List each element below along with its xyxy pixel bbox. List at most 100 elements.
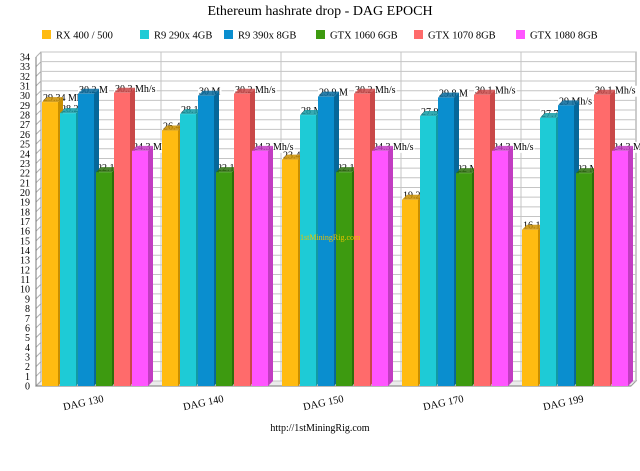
- data-label: 24.3 Mh/s: [133, 142, 174, 153]
- data-label: 24.3 Mh/s: [493, 142, 534, 153]
- bar-top: [282, 154, 303, 160]
- data-label-bg: [474, 85, 517, 97]
- gridline-depth: [35, 322, 42, 329]
- y-tick-label: 2: [25, 362, 30, 373]
- y-tick-label: 28: [20, 111, 30, 122]
- gridline-depth: [35, 283, 42, 290]
- y-tick-label: 26: [20, 130, 30, 141]
- y-tick-label: 13: [20, 256, 30, 267]
- y-tick-label: 21: [20, 178, 30, 189]
- bar-top: [162, 125, 183, 131]
- gridline-depth: [35, 90, 42, 97]
- legend-swatch: [516, 30, 525, 39]
- gridline-depth: [35, 351, 42, 358]
- chart-title: Ethereum hashrate drop - DAG EPOCH: [207, 4, 432, 19]
- legend-label: GTX 1060 6GB: [330, 31, 398, 42]
- bar: [114, 92, 130, 386]
- data-label-bg: [594, 85, 637, 97]
- gridline-depth: [35, 370, 42, 377]
- x-tick-label: DAG 199: [542, 394, 585, 413]
- bar-top: [132, 145, 153, 151]
- bar-top: [216, 167, 237, 173]
- bar: [576, 173, 592, 386]
- gridline-depth: [35, 177, 42, 184]
- bar-top: [594, 89, 615, 95]
- bar: [234, 93, 250, 386]
- bar-top: [234, 88, 255, 94]
- data-label: 30.1 Mh/s: [475, 86, 516, 97]
- y-tick-label: 22: [20, 169, 30, 180]
- y-tick-label: 0: [25, 382, 30, 393]
- y-tick-label: 19: [20, 198, 30, 209]
- x-tick-label: DAG 150: [302, 394, 345, 413]
- y-tick-label: 27: [20, 120, 30, 131]
- data-label-bg: [372, 141, 415, 153]
- gridline-depth: [35, 158, 42, 164]
- gridline-depth: [35, 138, 42, 145]
- bar: [198, 95, 214, 387]
- data-label: 24.3 Mh/s: [253, 142, 294, 153]
- legend-swatch: [414, 30, 423, 39]
- bar-side: [148, 145, 153, 386]
- bar-top: [372, 145, 393, 151]
- x-tick-label: DAG 140: [182, 394, 225, 413]
- bar-top: [540, 112, 561, 118]
- bar: [372, 150, 388, 386]
- bar: [300, 115, 316, 386]
- data-label: 30.2 Mh/s: [355, 85, 396, 96]
- y-tick-label: 5: [25, 333, 30, 344]
- gridline-depth: [35, 206, 42, 213]
- gridline-depth: [35, 216, 42, 222]
- legend-swatch: [224, 30, 233, 39]
- gridline-depth: [35, 196, 42, 203]
- bar-top: [438, 92, 459, 98]
- bar-side: [628, 145, 633, 386]
- gridline-depth: [35, 109, 42, 116]
- bar-top: [300, 110, 321, 116]
- bar: [402, 199, 418, 386]
- legend-swatch: [42, 30, 51, 39]
- y-tick-label: 34: [20, 53, 30, 64]
- bar: [558, 105, 574, 386]
- bar-top: [558, 100, 579, 106]
- legend-item: GTX 1060 6GB: [316, 30, 398, 42]
- gridline-depth: [35, 70, 42, 77]
- y-tick-label: 31: [20, 82, 30, 93]
- legend-label: R9 290x 4GB: [154, 31, 212, 42]
- y-tick-label: 25: [20, 140, 30, 151]
- bar-side: [388, 145, 393, 386]
- y-tick-label: 14: [20, 246, 30, 257]
- data-label-bg: [492, 141, 535, 153]
- footer-url: http://1stMiningRig.com: [270, 423, 369, 434]
- legend-label: GTX 1080 8GB: [530, 31, 598, 42]
- y-tick-label: 33: [20, 62, 30, 73]
- gridline-depth: [35, 80, 42, 87]
- legend-item: R9 290x 4GB: [140, 30, 212, 42]
- y-tick-label: 9: [25, 294, 30, 305]
- y-tick-label: 7: [25, 314, 30, 325]
- y-tick-label: 32: [20, 72, 30, 83]
- gridline-depth: [35, 100, 42, 106]
- y-tick-label: 30: [20, 91, 30, 102]
- bar: [162, 130, 178, 386]
- bar: [354, 93, 370, 386]
- bar: [78, 93, 94, 386]
- gridline-depth: [35, 380, 42, 387]
- bar-side: [268, 145, 273, 386]
- legend-item: GTX 1070 8GB: [414, 30, 496, 42]
- bar-top: [114, 87, 135, 93]
- gridline-depth: [35, 274, 42, 280]
- bar-top: [96, 167, 117, 173]
- watermark: 1stMiningRig.com: [300, 233, 361, 242]
- legend: RX 400 / 500 R9 290x 4GB R9 390x 8GB GTX 10…: [42, 30, 598, 42]
- y-tick-label: 16: [20, 227, 30, 238]
- y-tick-label: 15: [20, 236, 30, 247]
- bar: [612, 150, 628, 386]
- x-tick-label: DAG 130: [62, 394, 105, 413]
- y-tick-label: 11: [20, 275, 30, 286]
- gridline-depth: [35, 264, 42, 271]
- y-tick-label: 3: [25, 352, 30, 363]
- y-tick-label: 6: [25, 323, 30, 334]
- data-label-bg: [114, 83, 157, 95]
- bar-top: [42, 97, 63, 103]
